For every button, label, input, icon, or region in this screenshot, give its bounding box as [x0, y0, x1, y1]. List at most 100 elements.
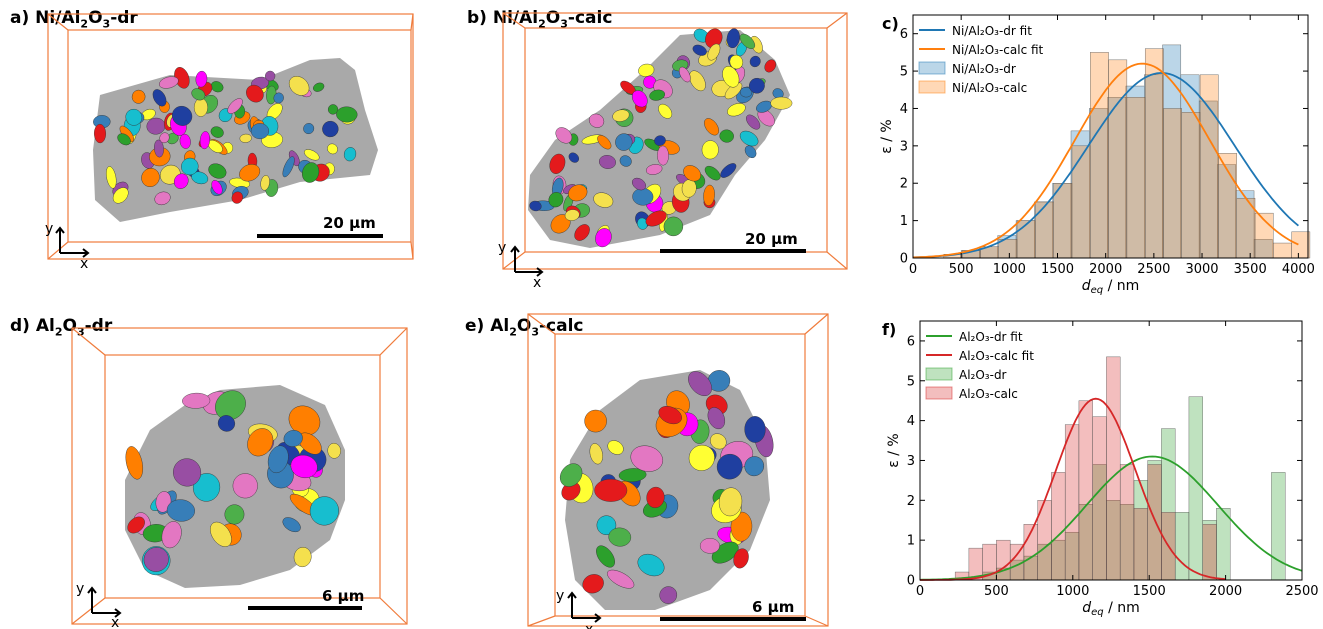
- pore-blob: [154, 139, 164, 158]
- pore-blob: [327, 143, 338, 155]
- pore-blob: [125, 108, 143, 126]
- pore-blob: [211, 180, 223, 195]
- pore-blob: [709, 433, 727, 450]
- x-tick-label: 500: [949, 262, 974, 277]
- pore-blob: [159, 76, 179, 89]
- pore-blob: [772, 88, 784, 99]
- legend-entry: Al₂O₃-dr: [959, 368, 1007, 382]
- x-tick-label: 2000: [1089, 262, 1122, 277]
- pore-blob: [302, 162, 320, 183]
- pore-blob: [193, 98, 208, 117]
- pore-blob: [195, 70, 208, 88]
- y-tick-label: 0: [900, 252, 908, 267]
- pore-blob: [589, 443, 603, 465]
- axis-x-label: x: [80, 256, 88, 270]
- panel-a: a) Ni/Al2O3-dr 20 µm y x: [0, 0, 440, 270]
- histogram-bar: [1144, 48, 1164, 259]
- pore-blob: [608, 527, 632, 547]
- pore-blob: [215, 390, 246, 421]
- pore-blob: [568, 152, 580, 163]
- axis-triad: [55, 226, 90, 258]
- legend-swatch: [925, 367, 953, 381]
- pore-blob: [239, 164, 261, 182]
- pore-blob: [208, 163, 227, 179]
- pore-blob: [707, 43, 721, 61]
- x-tick-label: 3500: [1234, 262, 1267, 277]
- pore-blob: [529, 200, 542, 212]
- pore-blob: [166, 499, 195, 522]
- svg-text:y: y: [498, 240, 506, 256]
- y-tick-label: 3: [907, 454, 915, 469]
- pore-blob: [618, 468, 647, 482]
- pore-blob: [645, 164, 663, 175]
- y-axis-label: ε / %: [886, 433, 902, 468]
- histogram-bar: [1273, 242, 1292, 259]
- histogram-bar: [998, 239, 1018, 259]
- pore-blob: [657, 145, 669, 166]
- pore-blob: [659, 586, 678, 604]
- pore-blob: [210, 126, 224, 138]
- panel-label: f): [882, 320, 896, 339]
- pore-blob: [595, 228, 612, 248]
- pore-blob: [282, 156, 295, 178]
- plot-frame: [912, 14, 1309, 259]
- pore-blob: [688, 371, 712, 397]
- y-tick-label: 5: [900, 65, 908, 80]
- pore-blob: [232, 473, 258, 499]
- pore-blob: [152, 89, 167, 107]
- pore-blob: [645, 210, 667, 227]
- pore-blob: [290, 454, 318, 479]
- histogram-bar: [1126, 97, 1146, 259]
- pore-blob: [173, 173, 189, 189]
- histogram-bar: [1035, 201, 1054, 259]
- legend-swatch: [918, 80, 946, 94]
- panel-a-render: 20 µm y x: [45, 13, 414, 270]
- histogram-bar: [1147, 464, 1162, 581]
- pore-blob: [303, 149, 320, 161]
- fit-curve: [920, 397, 1226, 581]
- histogram-bar: [1108, 59, 1128, 259]
- pore-blob: [549, 153, 566, 174]
- pore-blob: [739, 87, 753, 98]
- y-tick-label: 4: [900, 102, 908, 117]
- histogram-bar: [1078, 400, 1093, 581]
- histogram-bar: [1199, 74, 1219, 259]
- panel-d: d) Al2O3-dr 6 µm y x: [0, 310, 440, 629]
- pore-blob: [701, 140, 719, 160]
- histogram-bar: [1092, 416, 1107, 581]
- pore-blob: [699, 538, 720, 554]
- pore-blob: [744, 416, 766, 443]
- pore-blob: [689, 70, 706, 92]
- svg-text:x: x: [533, 275, 541, 290]
- legend-entry: Ni/Al₂O₃-dr: [952, 62, 1016, 76]
- pore-blob: [181, 157, 199, 176]
- pore-blob: [630, 445, 664, 472]
- histogram-bar: [1051, 472, 1066, 581]
- panel-d-render: 6 µm y x: [71, 327, 408, 629]
- pore-blob: [637, 553, 665, 577]
- x-tick-label: 1000: [1056, 584, 1089, 599]
- pore-blob: [594, 478, 628, 502]
- axis-y-label: y: [45, 221, 53, 237]
- svg-text:x: x: [585, 622, 593, 629]
- pore-blob: [179, 133, 191, 149]
- pore-blob: [704, 165, 721, 181]
- pore-blob: [309, 496, 339, 526]
- pore-blob: [127, 516, 145, 534]
- pore-blob: [172, 105, 193, 126]
- pore-blob: [607, 569, 635, 589]
- pore-blob: [619, 155, 632, 167]
- pore-blob: [191, 88, 206, 101]
- pore-blob: [739, 33, 756, 50]
- x-tick-label: 2500: [1137, 262, 1170, 277]
- svg-text:y: y: [556, 588, 564, 604]
- scale-bar-label: 20 µm: [323, 214, 376, 232]
- x-tick-label: 0: [916, 584, 924, 599]
- pore-blob: [726, 28, 740, 49]
- pore-blob: [703, 184, 715, 206]
- y-tick-label: 5: [907, 374, 915, 389]
- pore-blob: [239, 133, 252, 143]
- pore-blob: [94, 123, 106, 144]
- pore-blob: [749, 55, 761, 68]
- panel-e-render: 6 µm y x: [527, 313, 829, 629]
